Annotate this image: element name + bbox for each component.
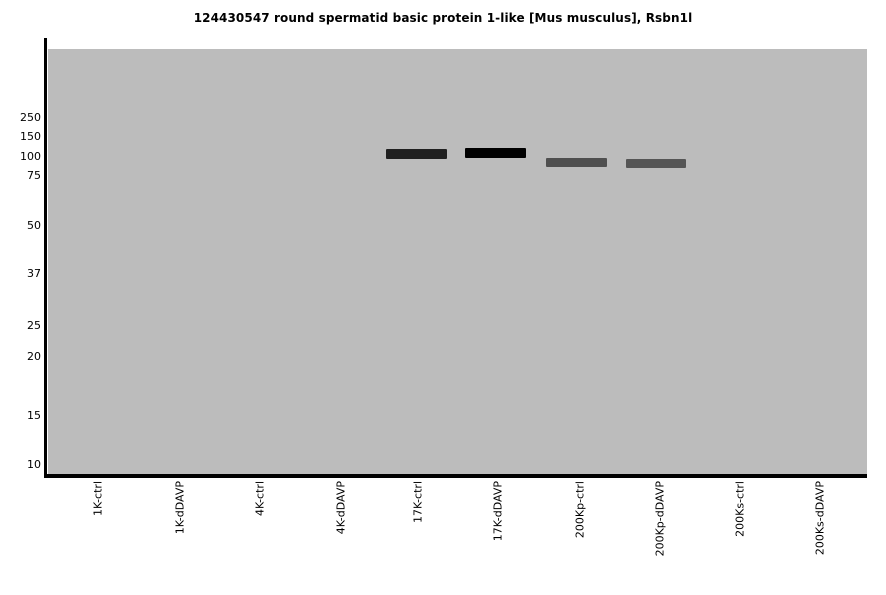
mw-marker-label: 150 <box>20 129 41 143</box>
mw-marker-label: 75 <box>27 168 41 182</box>
blot-band <box>625 158 686 168</box>
lane-label: 4K-dDAVP <box>334 481 348 535</box>
gel-plot-area <box>48 49 867 478</box>
mw-marker-label: 37 <box>27 267 41 280</box>
mw-marker-label: 25 <box>27 319 41 332</box>
mw-marker-label: 10 <box>27 458 41 471</box>
x-axis-line <box>44 474 867 478</box>
mw-marker-label: 100 <box>20 149 41 163</box>
lane-label: 200Kp-ctrl <box>573 481 587 539</box>
lane-label: 200Kp-dDAVP <box>653 481 667 557</box>
lane-label: 1K-dDAVP <box>173 481 187 535</box>
mw-marker-label: 20 <box>27 349 41 363</box>
lane-label: 17K-ctrl <box>411 481 425 523</box>
mw-marker-label: 250 <box>20 110 41 124</box>
lane-label: 17K-dDAVP <box>491 481 505 542</box>
y-axis-line <box>44 38 47 478</box>
lane-label: 1K-ctrl <box>91 481 105 516</box>
blot-band <box>465 148 527 158</box>
lane-label: 4K-ctrl <box>253 481 267 516</box>
lane-label: 200Ks-dDAVP <box>813 481 827 556</box>
mw-marker-label: 15 <box>27 409 41 422</box>
mw-marker-label: 50 <box>27 219 41 232</box>
blot-band <box>546 158 608 168</box>
figure-title: 124430547 round spermatid basic protein … <box>193 11 693 25</box>
lane-label: 200Ks-ctrl <box>733 481 747 537</box>
blot-band <box>386 148 447 159</box>
